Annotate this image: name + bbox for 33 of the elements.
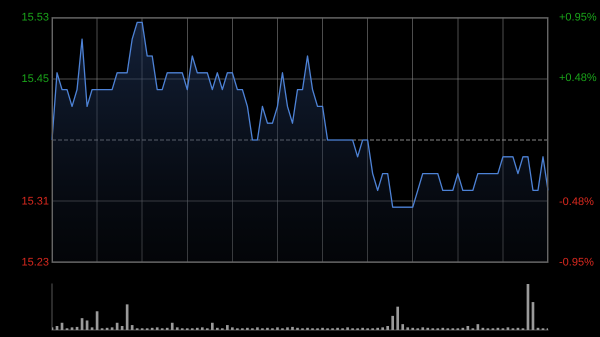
bar bbox=[96, 311, 98, 330]
bar bbox=[401, 324, 404, 330]
bar bbox=[286, 327, 289, 330]
bar bbox=[86, 320, 88, 330]
bar bbox=[526, 284, 530, 330]
bar bbox=[126, 304, 128, 330]
bar bbox=[76, 326, 78, 330]
y-tick-label: 15.53 bbox=[21, 12, 49, 24]
bar bbox=[391, 316, 394, 330]
bar bbox=[116, 322, 118, 330]
bar bbox=[80, 318, 84, 330]
bar bbox=[56, 326, 58, 330]
y2-tick-label: -0.95% bbox=[559, 256, 594, 268]
bar bbox=[276, 327, 279, 330]
y2-tick-label: +0.48% bbox=[559, 72, 597, 84]
bar bbox=[120, 326, 124, 330]
bar bbox=[476, 324, 480, 330]
bar bbox=[386, 326, 390, 330]
bar bbox=[170, 322, 174, 330]
y-tick-label: 15.23 bbox=[21, 256, 49, 268]
bar bbox=[532, 302, 534, 330]
bar bbox=[130, 325, 134, 330]
bar bbox=[226, 325, 229, 330]
y-tick-label: 15.45 bbox=[21, 72, 49, 85]
y2-tick-label: +0.95% bbox=[559, 12, 597, 24]
bar bbox=[70, 327, 74, 330]
bar bbox=[291, 326, 294, 330]
y2-tick-label: -0.48% bbox=[559, 196, 594, 208]
y-tick-label: 15.31 bbox=[21, 195, 49, 208]
bar bbox=[396, 306, 400, 330]
bar bbox=[210, 322, 214, 330]
bar bbox=[60, 322, 64, 330]
bar bbox=[466, 326, 470, 330]
